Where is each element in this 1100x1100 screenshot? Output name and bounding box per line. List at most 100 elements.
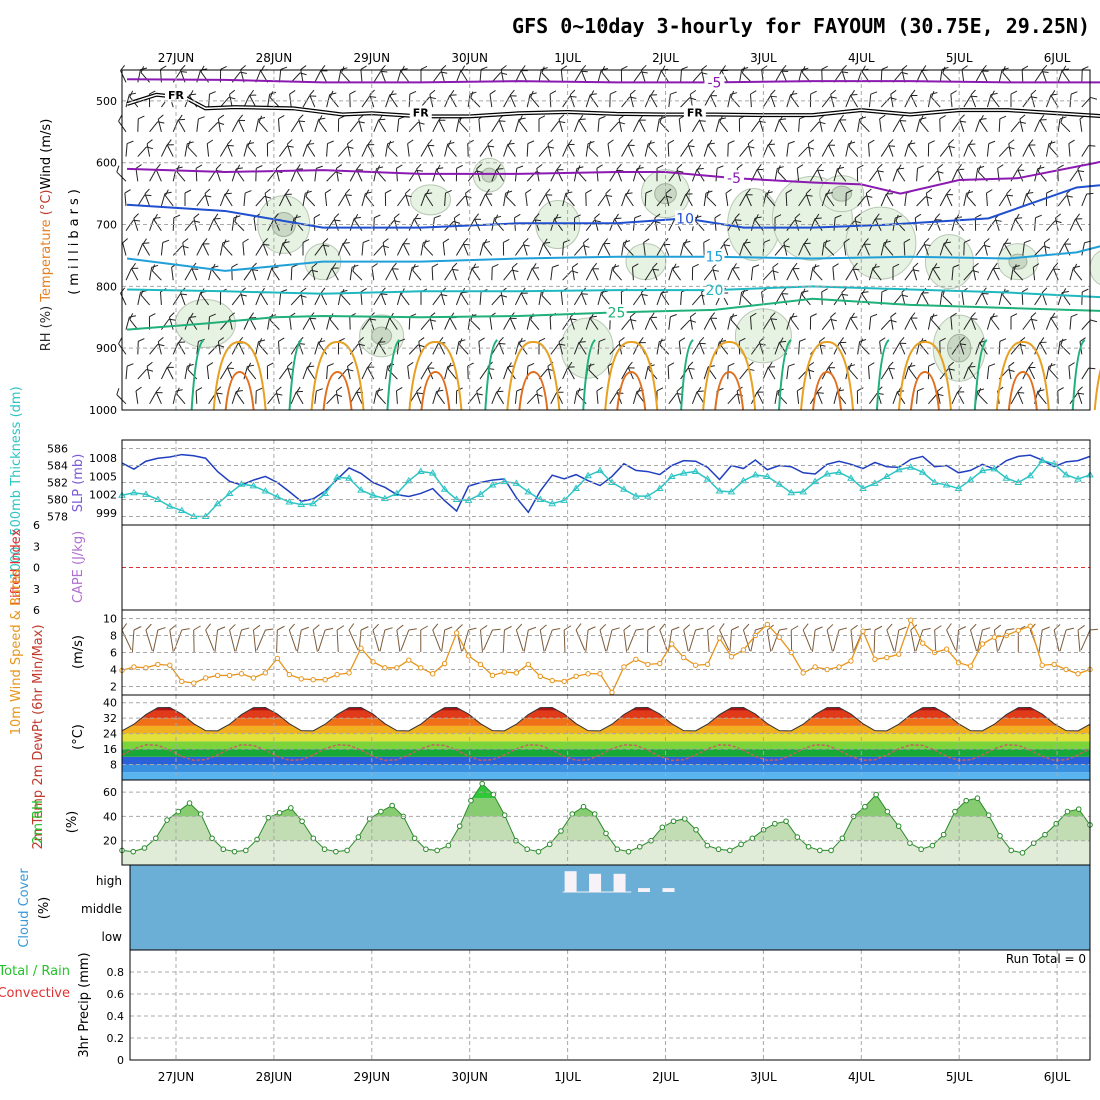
wind-barb — [1006, 188, 1012, 207]
wind-barb — [361, 366, 375, 380]
barb-staff — [137, 146, 147, 157]
surface-isotherm-loop — [408, 340, 463, 411]
barb-staff — [742, 295, 752, 306]
barb-flag — [687, 139, 694, 145]
wind-barb — [796, 386, 804, 404]
wind-barb — [320, 65, 328, 83]
barb-staff — [337, 243, 344, 256]
barb-staff — [880, 319, 891, 330]
barb-staff — [470, 320, 481, 330]
barb-flag — [757, 391, 764, 393]
wind-barb — [367, 361, 375, 380]
thickness-point — [142, 490, 150, 497]
wind-barb — [479, 193, 493, 207]
barb-flag — [545, 194, 553, 196]
barb-staff — [585, 268, 593, 281]
surface-isotherm-green — [288, 339, 303, 411]
wind-barb — [160, 366, 174, 380]
rh-point — [344, 847, 350, 854]
surface-wind-barb — [623, 624, 631, 652]
barb-flag — [509, 317, 517, 320]
barb-staff — [968, 145, 977, 157]
rh-point — [704, 842, 711, 849]
barb-flag — [656, 387, 664, 392]
barb-staff — [656, 341, 660, 355]
wind-barb — [260, 287, 269, 306]
barb-staff — [184, 143, 188, 157]
barb-staff — [503, 144, 509, 157]
wind-speed-point — [585, 671, 591, 677]
barb-flag — [500, 65, 507, 70]
wind-barb — [916, 387, 924, 404]
wind-barb — [1049, 363, 1059, 380]
barb-staff — [541, 295, 552, 306]
barb-flag — [149, 313, 156, 318]
rh-shade — [1089, 250, 1100, 286]
barb-staff — [536, 168, 540, 182]
barb-staff — [361, 144, 368, 157]
barb-staff — [955, 220, 965, 232]
barb-staff — [845, 268, 854, 281]
barb-flag — [768, 361, 773, 369]
rh-point — [321, 846, 328, 853]
barb-flag — [1057, 387, 1064, 392]
surface-barb-flag — [874, 625, 883, 631]
barb-staff — [739, 291, 743, 305]
barb-flag — [398, 338, 406, 342]
wind-barb — [142, 238, 151, 256]
barb-staff — [1041, 69, 1047, 83]
thickness-point — [739, 476, 748, 484]
barb-staff — [184, 220, 194, 232]
wind-speed-point — [1051, 661, 1057, 668]
barb-staff — [618, 118, 623, 132]
wind-barb — [931, 313, 941, 330]
barb-staff — [503, 95, 511, 108]
barb-flag — [659, 338, 663, 346]
surface-wind-barb — [214, 626, 226, 652]
wind-barb — [396, 194, 412, 207]
surface-barb-staff — [276, 629, 278, 653]
barb-flag — [367, 361, 372, 368]
barb-staff — [665, 193, 670, 207]
wind-barb — [407, 139, 414, 157]
wind-barb — [491, 120, 506, 133]
temp-band — [122, 749, 1090, 757]
thickness-axis-label: 1000~500mb Thickness (dm) — [9, 386, 24, 579]
barb-staff — [650, 95, 658, 108]
wind-barb — [549, 90, 557, 108]
wind-barb — [761, 287, 768, 305]
wind-barb — [116, 165, 127, 182]
barb-flag — [843, 238, 850, 243]
wind-barb — [387, 140, 398, 157]
wind-barb — [302, 95, 317, 108]
barb-staff — [400, 294, 410, 306]
wind-barb — [326, 140, 334, 157]
wind-barb — [1022, 144, 1036, 157]
wind-barb — [404, 188, 411, 207]
wind-barb — [814, 213, 823, 231]
barb-flag — [745, 188, 751, 195]
barb-staff — [897, 170, 906, 182]
barb-staff — [805, 193, 811, 207]
barb-staff — [440, 69, 446, 83]
wind-barb — [992, 262, 1000, 281]
thickness-point — [787, 488, 796, 496]
wind-barb — [816, 163, 823, 182]
barb-flag — [1006, 188, 1012, 195]
surface-wind-barb — [970, 623, 978, 652]
rh-point — [524, 846, 531, 853]
barb-staff — [983, 242, 988, 256]
barb-staff — [948, 366, 953, 380]
barb-staff — [624, 245, 634, 256]
thickness-line — [121, 459, 1091, 518]
barb-flag — [316, 388, 323, 392]
rh-point — [220, 846, 227, 853]
barb-staff — [133, 218, 139, 231]
barb-staff — [489, 94, 493, 108]
rh-point — [231, 848, 238, 855]
barb-staff — [455, 341, 460, 355]
barb-staff — [597, 243, 604, 256]
date-label-bottom: 29JUN — [354, 1070, 391, 1084]
wind-barb — [247, 362, 257, 380]
barb-staff — [320, 70, 328, 83]
